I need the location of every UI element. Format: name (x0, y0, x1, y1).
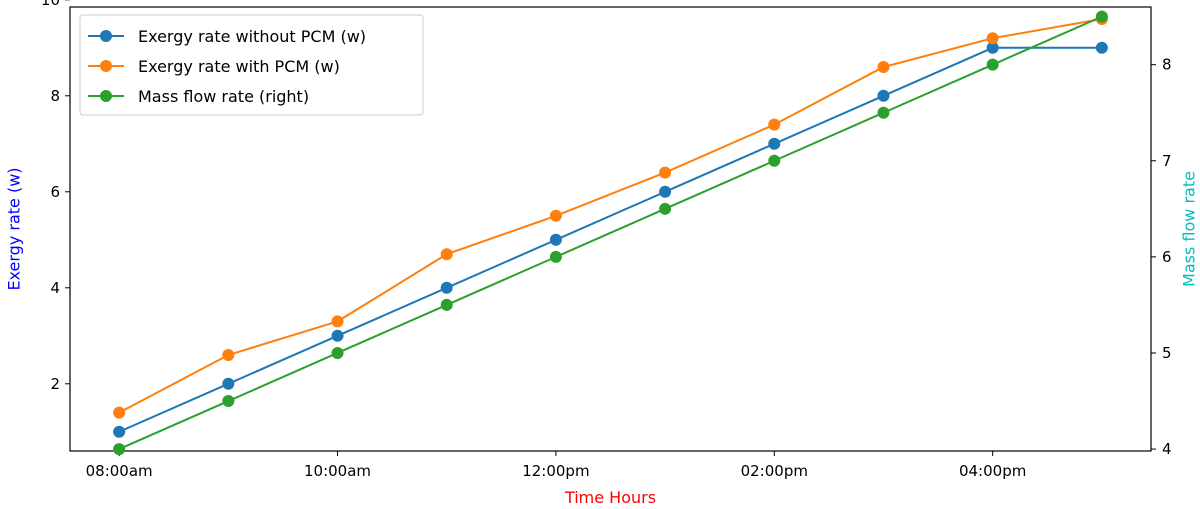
data-point (986, 32, 999, 45)
data-point (1095, 10, 1108, 23)
legend-entry: Exergy rate without PCM (w) (88, 27, 366, 46)
data-point (331, 315, 344, 328)
data-point (331, 329, 344, 342)
plot-frame (69, 6, 1152, 452)
legend-swatch-marker (100, 30, 112, 42)
x-tick-label: 12:00pm (522, 462, 589, 480)
y-tick-label-right: 6 (1162, 248, 1172, 266)
data-point (549, 233, 562, 246)
series-3 (113, 10, 1108, 456)
data-point (877, 106, 890, 119)
y-tick-label-right: 4 (1162, 440, 1172, 458)
series-line (118, 15, 1103, 450)
y-tick-label-left: 8 (50, 87, 60, 105)
legend-swatch-marker (100, 90, 112, 102)
data-point (659, 202, 672, 215)
data-point (768, 154, 781, 167)
series-2 (113, 13, 1108, 419)
series-1 (113, 41, 1108, 438)
y-axis-title-left: Exergy rate (w) (5, 167, 24, 290)
y-tick-label-left: 10 (41, 0, 60, 9)
data-point (440, 248, 453, 261)
legend-label: Exergy rate without PCM (w) (138, 27, 366, 46)
data-point (440, 281, 453, 294)
legend: Exergy rate without PCM (w) Exergy rate w… (79, 14, 424, 116)
right-axis: 4 5 6 7 8 (1151, 56, 1172, 458)
legend-label: Exergy rate with PCM (w) (138, 57, 340, 76)
legend-entry: Exergy rate with PCM (w) (88, 57, 340, 76)
data-point (222, 377, 235, 390)
y-tick-label-right: 7 (1162, 152, 1172, 170)
data-point (222, 349, 235, 361)
legend-swatch-marker (100, 60, 112, 72)
data-point (768, 137, 781, 150)
data-point (659, 166, 672, 179)
x-tick-label: 10:00am (304, 462, 371, 480)
data-point (549, 209, 562, 222)
y-tick-label-right: 8 (1162, 56, 1172, 74)
data-point (659, 185, 672, 198)
legend-box (79, 14, 424, 116)
x-tick-label: 04:00pm (959, 462, 1026, 480)
x-tick-label: 02:00pm (741, 462, 808, 480)
data-point (331, 346, 344, 359)
data-point (1095, 41, 1108, 54)
legend-entry: Mass flow rate (right) (88, 87, 309, 106)
data-point (986, 41, 999, 54)
y-tick-label-right: 5 (1162, 344, 1172, 362)
data-point (768, 118, 781, 131)
legend-label: Mass flow rate (right) (138, 87, 309, 106)
data-point (440, 298, 453, 311)
data-point (222, 395, 235, 408)
series-line (118, 46, 1102, 433)
y-tick-label-left: 6 (50, 183, 60, 201)
x-tick-label: 08:00am (86, 462, 153, 480)
data-point (986, 58, 999, 71)
data-point (549, 250, 562, 263)
series-line (118, 18, 1103, 414)
series-layer (113, 10, 1108, 456)
data-point (113, 443, 126, 456)
data-point (877, 89, 890, 102)
data-point (113, 425, 126, 438)
x-axis-title: Time Hours (564, 488, 656, 507)
left-axis: 2 4 6 8 10 (41, 0, 70, 393)
y-tick-label-left: 4 (50, 279, 60, 297)
y-tick-label-left: 2 (50, 375, 60, 393)
x-axis: 08:00am 10:00am 12:00pm 02:00pm 04:00pm (86, 451, 1026, 480)
data-point (877, 61, 890, 73)
y-axis-title-right: Mass flow rate (1180, 171, 1199, 287)
data-point (113, 406, 126, 419)
